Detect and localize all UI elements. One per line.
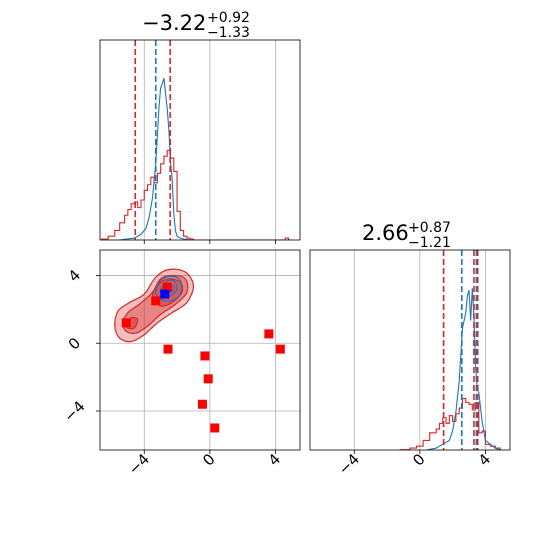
title-param1-plus: +0.92 (207, 10, 250, 26)
blue-square-marker (160, 289, 170, 299)
red-square-marker (197, 399, 207, 409)
y-tick-label: 4 (65, 266, 84, 285)
x-tick-label: 4 (265, 450, 284, 469)
series-blue-histogram (426, 288, 501, 450)
y-tick-label: −4 (60, 397, 88, 425)
red-square-marker (200, 351, 210, 361)
series-blue-histogram (119, 77, 191, 240)
red-square-marker (203, 374, 213, 384)
title-param2-plus: +0.87 (408, 220, 451, 236)
x-tick-label: 0 (409, 450, 428, 469)
red-square-marker (264, 329, 274, 339)
red-square-marker (163, 344, 173, 354)
red-square-marker (151, 296, 161, 306)
blue-density-contour (155, 275, 183, 302)
red-square-marker (275, 344, 285, 354)
x-tick-label: −4 (335, 450, 363, 478)
marginal-panel-param2: −4 0 4 (309, 249, 511, 478)
red-square-marker (121, 318, 131, 328)
series-red-histogram (399, 398, 504, 450)
title-param2-minus: −1.21 (408, 235, 451, 251)
x-tick-label: −4 (125, 450, 153, 478)
red-square-marker (162, 282, 172, 292)
plot-area (101, 40, 292, 240)
series-red-histogram (101, 149, 292, 240)
red-square-marker (210, 423, 220, 433)
x-tick-label: 4 (475, 450, 494, 469)
joint-panel: −4 0 4 −4 0 4 (60, 249, 301, 478)
axes-frame (309, 249, 511, 451)
plot-area (399, 250, 504, 450)
title-param1-value: −3.22 (142, 11, 206, 35)
marginal-panel-param1 (99, 39, 301, 244)
y-tick-label: 0 (65, 334, 84, 353)
x-tick-label: 0 (199, 450, 218, 469)
plot-area (114, 268, 285, 433)
axes-frame (99, 39, 301, 241)
axes-frame (99, 249, 301, 451)
title-param2-value: 2.66 (362, 221, 409, 245)
title-param1-minus: −1.33 (207, 25, 250, 41)
